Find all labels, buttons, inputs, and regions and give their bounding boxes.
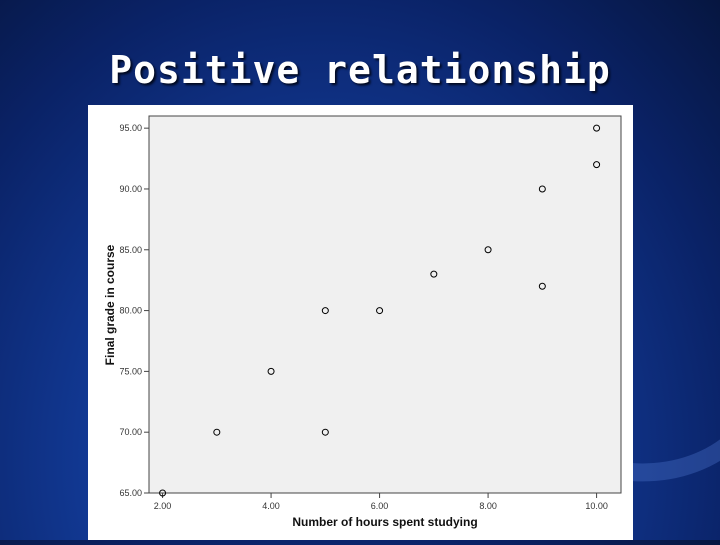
x-axis-ticks: 2.00 4.00 6.00 8.00 10.00: [154, 493, 608, 511]
data-point: [159, 489, 167, 497]
data-point: [538, 282, 546, 290]
data-point: [538, 185, 546, 193]
y-tick-label: 75.00: [119, 366, 142, 376]
data-point: [267, 367, 275, 375]
y-tick-label: 70.00: [119, 427, 142, 437]
data-point: [430, 270, 438, 278]
x-tick-label: 2.00: [154, 501, 172, 511]
data-point: [321, 307, 329, 315]
x-tick-label: 6.00: [371, 501, 389, 511]
data-point: [321, 428, 329, 436]
scatter-chart: 65.00 70.00 75.00 80.00 85.00 90.00 95.00 2.00…: [103, 115, 622, 529]
data-points: [159, 124, 601, 497]
y-axis-label: Final grade in course: [103, 244, 117, 365]
y-tick-label: 65.00: [119, 488, 142, 498]
y-tick-label: 80.00: [119, 306, 142, 316]
x-axis-label: Number of hours spent studying: [292, 515, 477, 529]
data-point: [593, 124, 601, 132]
x-tick-label: 8.00: [479, 501, 497, 511]
data-point: [593, 161, 601, 169]
plot-area: [148, 115, 622, 494]
data-point: [376, 307, 384, 315]
y-tick-label: 85.00: [119, 245, 142, 255]
y-tick-label: 90.00: [119, 184, 142, 194]
chart-panel: 65.00 70.00 75.00 80.00 85.00 90.00 95.00 2.00…: [88, 105, 633, 540]
x-tick-label: 4.00: [262, 501, 280, 511]
slide-title: Positive relationship: [109, 48, 611, 92]
data-point: [213, 428, 221, 436]
data-point: [484, 246, 492, 254]
y-axis-ticks: 65.00 70.00 75.00 80.00 85.00 90.00 95.00: [119, 123, 149, 498]
x-tick-label: 10.00: [585, 501, 608, 511]
y-tick-label: 95.00: [119, 123, 142, 133]
